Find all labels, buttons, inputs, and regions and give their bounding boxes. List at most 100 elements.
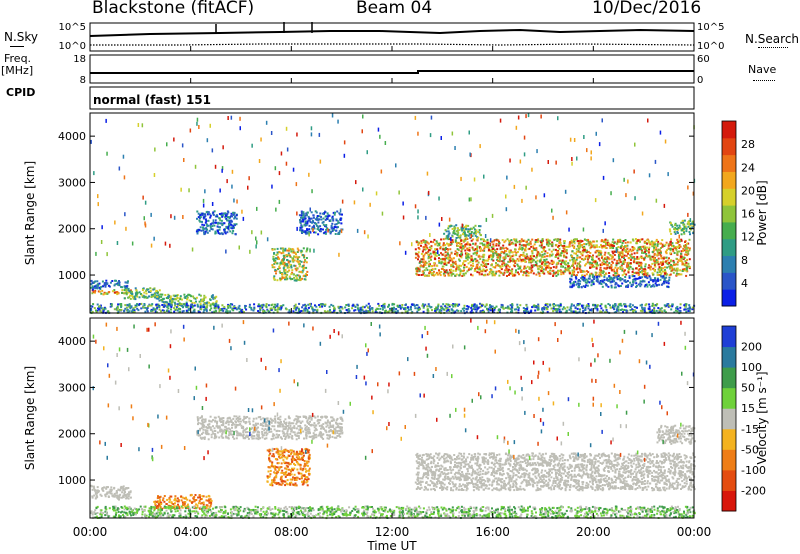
range-gate-cell [659,250,662,253]
range-gate-cell [252,309,255,312]
range-gate-cell [148,295,151,298]
range-gate-cell [563,240,566,243]
range-gate-cell [565,256,568,259]
range-gate-cell [394,310,397,313]
range-gate-cell [286,273,289,276]
range-gate-cell [473,252,476,255]
range-gate-cell [617,246,620,248]
range-gate-cell [232,309,235,312]
range-gate-cell [587,303,590,305]
range-gate-cell [583,270,586,273]
range-gate-cell [481,242,484,245]
range-gate-cell [433,253,436,256]
range-gate-cell [621,278,624,281]
range-gate-cell [519,257,522,260]
range-gate-cell [421,270,424,273]
range-gate-cell [124,304,127,307]
range-gate-cell [674,269,677,272]
range-gate-cell [623,254,626,257]
range-gate-cell [461,247,464,250]
range-gate-cell [478,266,481,269]
scatter-echo [231,184,233,189]
range-gate-cell [301,211,303,214]
range-gate-cell [476,264,479,267]
range-gate-cell [328,214,331,217]
range-gate-cell [274,309,277,311]
range-gate-cell [631,246,634,248]
range-gate-cell [131,290,133,293]
range-gate-cell [462,239,465,242]
range-gate-cell [352,304,355,307]
range-gate-cell [578,267,581,270]
range-gate-cell [661,270,664,273]
range-gate-cell [209,299,212,301]
range-gate-cell [479,258,482,260]
range-gate-cell [163,305,166,308]
range-gate-cell [535,239,538,242]
range-gate-cell [603,267,606,270]
range-gate-cell [522,244,525,247]
range-gate-cell [93,307,96,310]
range-gate-cell [647,255,649,258]
range-gate-cell [470,306,473,309]
range-gate-cell [475,253,478,256]
range-gate-cell [467,234,470,237]
range-gate-cell [164,294,167,296]
range-gate-cell [587,238,590,241]
range-gate-cell [679,303,682,306]
range-gate-cell [421,304,424,307]
range-gate-cell [217,230,219,233]
range-gate-cell [587,307,590,310]
range-gate-cell [685,274,688,277]
range-gate-cell [607,285,610,288]
range-gate-cell [647,281,650,284]
range-gate-cell [214,219,217,222]
range-gate-cell [599,264,602,266]
range-gate-cell [500,306,503,309]
range-gate-cell [640,271,643,274]
range-gate-cell [504,306,507,309]
range-gate-cell [371,307,374,310]
range-gate-cell [139,293,142,296]
range-gate-cell [522,258,524,261]
range-gate-cell [308,228,311,231]
range-gate-cell [649,241,652,244]
range-gate-cell [569,280,572,283]
range-gate-cell [643,311,646,313]
range-gate-cell [656,274,659,276]
range-gate-cell [603,241,605,243]
range-gate-cell [579,308,581,311]
range-gate-cell [217,306,220,309]
range-gate-cell [529,258,532,261]
range-gate-cell [416,273,419,276]
range-gate-cell [282,259,285,262]
range-gate-cell [425,267,428,270]
scatter-echo [536,149,538,154]
range-gate-cell [294,256,297,259]
range-gate-cell [463,239,466,242]
range-gate-cell [549,272,552,275]
range-gate-cell [416,267,419,270]
range-gate-cell [524,249,527,252]
range-gate-cell [575,248,578,251]
range-gate-cell [557,273,560,276]
range-gate-cell [672,250,675,253]
range-gate-cell [479,250,482,252]
range-gate-cell [501,305,504,308]
scatter-echo [454,146,456,150]
range-gate-cell [692,232,695,235]
range-gate-cell [168,294,171,297]
scatter-echo [239,116,241,121]
range-gate-cell [682,258,685,261]
range-gate-cell [300,224,303,227]
range-gate-cell [502,259,505,262]
range-gate-cell [196,506,199,509]
scatter-echo [356,228,359,233]
range-gate-cell [144,310,147,313]
range-gate-cell [569,242,572,245]
range-gate-cell [546,243,548,246]
range-gate-cell [461,307,464,310]
range-gate-cell [234,215,236,218]
range-gate-cell [541,308,543,311]
